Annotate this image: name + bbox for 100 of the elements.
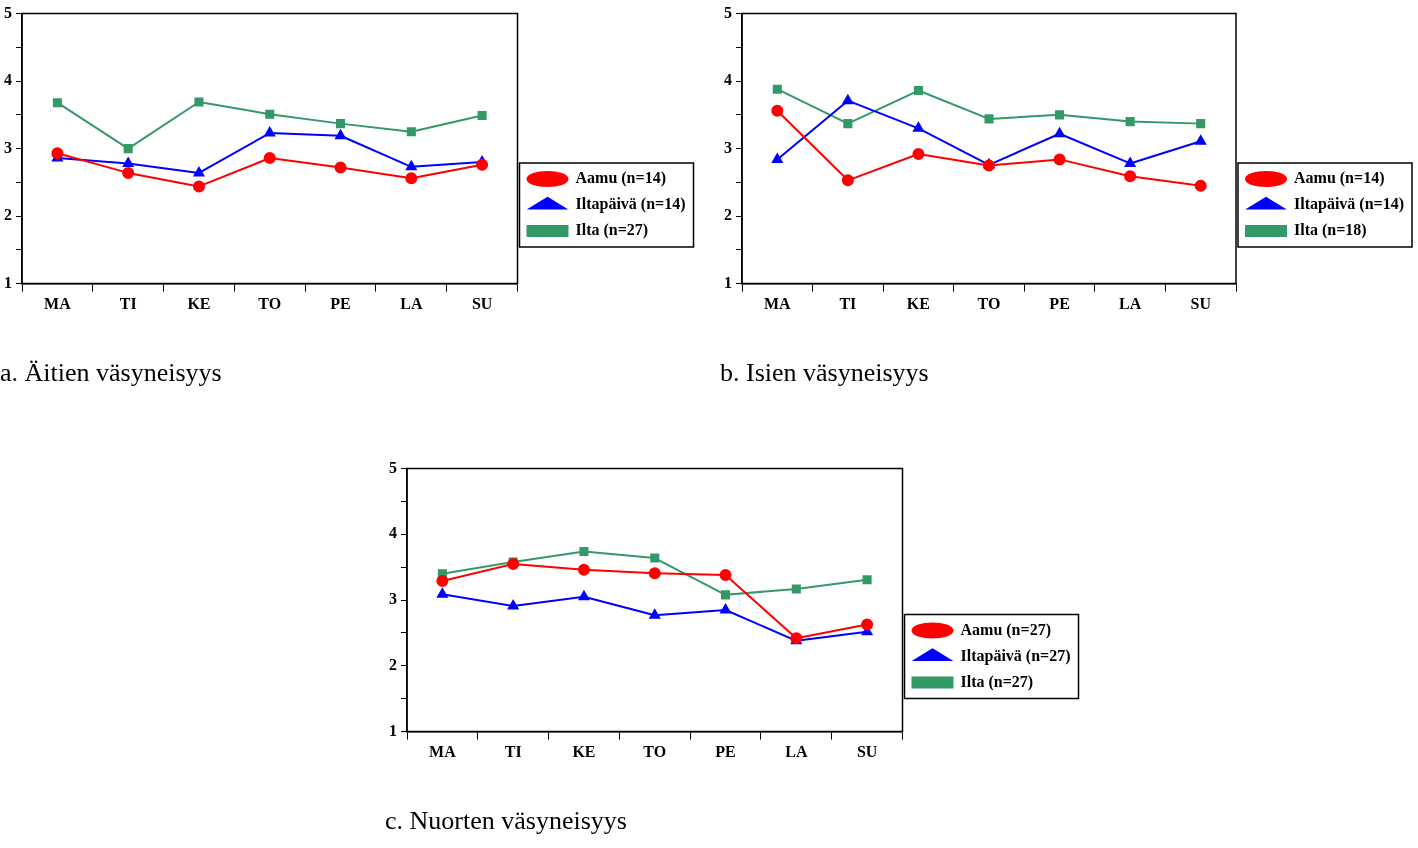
legend-label: Iltapäivä (n=27): [960, 646, 1071, 665]
point: [1195, 135, 1207, 145]
point: [1124, 170, 1137, 183]
point: [476, 158, 489, 171]
legend-label: Ilta (n=18): [1294, 221, 1367, 240]
legend-label: Ilta (n=27): [960, 672, 1034, 691]
y-tick-label: 2: [389, 655, 397, 673]
y-tick-label: 4: [389, 524, 397, 542]
legend-label: Aamu (n=27): [960, 620, 1051, 639]
point: [123, 144, 133, 154]
point: [405, 172, 418, 185]
y-tick-label: 5: [724, 3, 732, 21]
x-tick-label: PE: [1049, 295, 1070, 313]
x-tick-label: KE: [906, 295, 930, 313]
point: [771, 153, 783, 163]
point: [649, 609, 661, 619]
point: [52, 98, 62, 108]
point: [263, 152, 276, 165]
y-tick-label: 3: [389, 590, 397, 608]
point: [264, 127, 276, 137]
point: [194, 97, 204, 107]
x-tick-label: KE: [187, 295, 211, 313]
y-tick-label: 3: [4, 138, 12, 156]
y-tick-label: 5: [4, 3, 12, 21]
point: [334, 161, 347, 174]
legend-label: Iltapäivä (n=14): [1294, 195, 1405, 214]
point: [1194, 179, 1207, 192]
x-tick-label: TI: [504, 743, 522, 761]
point: [577, 563, 590, 576]
point: [1053, 153, 1066, 166]
x-tick-label: LA: [785, 743, 808, 761]
x-tick-label: SU: [856, 743, 878, 761]
point: [719, 569, 732, 582]
point: [192, 180, 205, 193]
point: [791, 584, 801, 594]
point: [405, 160, 417, 171]
point: [1196, 119, 1206, 129]
point: [1124, 157, 1136, 167]
x-tick-label: TO: [977, 295, 1001, 313]
y-tick-label: 4: [4, 71, 12, 89]
point: [648, 567, 661, 580]
x-tick-label: KE: [572, 743, 596, 761]
point: [842, 94, 854, 105]
x-tick-label: TI: [119, 295, 137, 313]
y-tick-label: 1: [389, 721, 397, 739]
x-tick-label: LA: [400, 295, 423, 313]
y-tick-label: 5: [389, 458, 397, 476]
y-tick-label: 4: [724, 71, 732, 89]
point: [1125, 117, 1135, 127]
point: [650, 553, 660, 563]
x-tick-label: LA: [1119, 295, 1142, 313]
legend-label: Aamu (n=14): [1294, 169, 1385, 188]
point: [122, 166, 135, 179]
point: [507, 600, 519, 610]
x-tick-label: TI: [839, 295, 857, 313]
y-tick-label: 1: [724, 273, 732, 291]
x-tick-label: SU: [471, 295, 493, 313]
point: [721, 590, 731, 600]
point: [913, 86, 923, 96]
x-tick-label: TO: [258, 295, 282, 313]
point: [579, 546, 589, 556]
x-tick-label: MA: [429, 743, 457, 761]
point: [771, 104, 784, 117]
y-tick-label: 2: [4, 206, 12, 224]
point: [335, 129, 346, 140]
text: a. Äitien väsyneisyys: [0, 358, 222, 388]
point: [406, 127, 416, 137]
point: [436, 575, 449, 588]
x-tick-label: PE: [330, 295, 351, 313]
x-tick-label: TO: [643, 743, 667, 761]
x-tick-label: MA: [763, 295, 792, 313]
point: [578, 590, 590, 601]
point: [861, 618, 874, 631]
x-tick-label: SU: [1190, 295, 1212, 313]
legend-label: Aamu (n=14): [575, 169, 666, 188]
point: [843, 119, 853, 129]
text: c. Nuorten väsyneisyys: [385, 806, 627, 836]
point: [912, 148, 925, 160]
point: [1055, 110, 1065, 120]
point: [862, 575, 872, 585]
y-tick-label: 2: [724, 206, 732, 224]
point: [841, 174, 854, 187]
x-tick-label: PE: [715, 743, 736, 761]
point: [336, 119, 346, 129]
point: [437, 588, 448, 598]
point: [720, 603, 731, 614]
point: [193, 166, 205, 177]
legend-label: Ilta (n=27): [575, 221, 649, 240]
legend-label: Iltapäivä (n=14): [575, 195, 686, 214]
point: [122, 157, 134, 167]
y-tick-label: 1: [4, 273, 12, 291]
y-tick-label: 3: [724, 138, 732, 156]
point: [913, 122, 924, 132]
point: [265, 109, 275, 119]
point: [772, 84, 782, 94]
x-tick-label: MA: [44, 295, 72, 313]
point: [1054, 127, 1065, 138]
text: b. Isien väsyneisyys: [720, 358, 929, 388]
point: [51, 147, 64, 160]
point: [984, 114, 994, 124]
